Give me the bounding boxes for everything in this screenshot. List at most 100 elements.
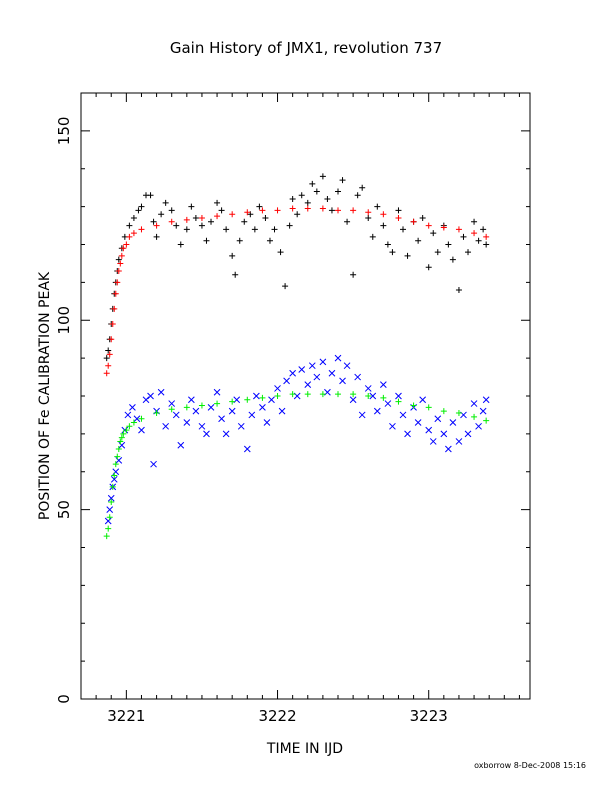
data-point — [380, 222, 387, 229]
data-point — [298, 366, 306, 373]
data-point — [114, 279, 121, 286]
data-point — [259, 404, 266, 411]
data-point — [130, 230, 137, 237]
data-point — [108, 336, 115, 343]
data-point — [259, 394, 266, 401]
data-point — [243, 445, 251, 453]
data-point — [142, 396, 150, 404]
data-point — [308, 362, 316, 370]
data-point — [112, 468, 120, 476]
data-point — [414, 419, 422, 426]
data-point — [198, 214, 205, 221]
data-point — [115, 268, 122, 275]
y-axis: 0 50 100 150 — [55, 117, 530, 704]
data-point — [430, 230, 437, 237]
data-point — [177, 441, 185, 449]
data-point — [282, 283, 289, 290]
data-point — [470, 400, 478, 407]
data-point — [404, 430, 411, 438]
data-point — [350, 271, 357, 278]
data-point — [168, 406, 175, 413]
data-point — [162, 199, 169, 206]
data-point — [480, 226, 487, 233]
data-point — [203, 430, 210, 438]
data-point — [218, 415, 225, 423]
data-point — [344, 218, 351, 225]
data-point — [147, 192, 154, 199]
data-point — [445, 445, 452, 453]
data-point — [483, 417, 490, 424]
data-point — [118, 252, 125, 259]
data-point — [138, 415, 145, 422]
data-point — [229, 211, 236, 218]
data-point — [266, 237, 273, 244]
data-point — [289, 391, 296, 398]
data-point — [395, 392, 402, 400]
data-point — [343, 362, 351, 370]
data-point — [328, 207, 335, 214]
data-point — [126, 222, 133, 229]
data-point — [339, 377, 346, 385]
data-point — [157, 388, 165, 396]
data-point — [339, 177, 346, 184]
data-point — [214, 199, 221, 206]
data-point — [419, 214, 426, 221]
chart-title: Gain History of JMX1, revolution 737 — [170, 39, 442, 57]
data-point — [135, 207, 142, 214]
data-point — [482, 396, 490, 404]
data-point — [218, 207, 225, 214]
data-point — [222, 430, 230, 438]
data-point — [294, 211, 301, 218]
data-point — [158, 211, 165, 218]
data-point — [105, 362, 112, 369]
data-point — [130, 419, 137, 426]
data-point — [150, 218, 157, 225]
data-point — [109, 321, 116, 328]
data-point — [283, 377, 290, 385]
data-point — [429, 438, 437, 445]
data-point — [350, 207, 357, 214]
data-point — [237, 422, 245, 430]
data-point — [335, 188, 342, 195]
data-point — [115, 457, 123, 464]
data-point — [313, 188, 320, 195]
data-point — [188, 203, 195, 210]
data-point — [309, 180, 316, 187]
data-point — [277, 249, 284, 256]
data-point — [130, 214, 137, 221]
series-1 — [103, 205, 490, 377]
data-point — [183, 404, 190, 411]
data-point — [349, 396, 357, 404]
data-point — [389, 422, 396, 430]
x-axis: 3221 3222 3223 — [80, 93, 520, 725]
data-point — [111, 305, 118, 312]
data-point — [455, 226, 462, 233]
data-point — [373, 407, 381, 415]
data-point — [247, 211, 254, 218]
data-point — [364, 385, 372, 392]
data-point — [313, 373, 321, 381]
data-point — [335, 391, 342, 398]
data-point — [104, 517, 112, 525]
data-point — [419, 396, 427, 404]
data-point — [162, 422, 170, 430]
data-point — [369, 392, 377, 400]
data-point — [213, 388, 221, 396]
data-point — [471, 218, 478, 225]
y-axis-label: POSITION OF Fe CALIBRATION PEAK — [37, 271, 53, 520]
data-point — [449, 419, 457, 426]
data-point — [365, 209, 372, 216]
data-point — [147, 392, 154, 400]
data-point — [380, 394, 387, 401]
data-point — [111, 472, 118, 479]
data-point — [404, 252, 411, 259]
data-point — [455, 286, 462, 293]
series-0 — [103, 173, 490, 362]
data-point — [138, 203, 145, 210]
data-point — [289, 369, 297, 377]
y-tick-label: 0 — [55, 694, 73, 704]
x-axis-label: TIME IN IJD — [266, 741, 343, 757]
data-point — [365, 214, 372, 221]
data-point — [244, 396, 251, 403]
data-point — [112, 461, 119, 468]
